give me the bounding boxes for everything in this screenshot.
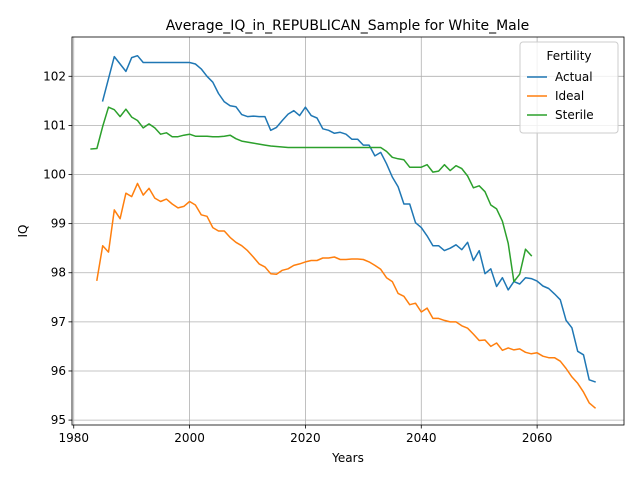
y-tick-label: 102 <box>43 69 66 83</box>
legend: Fertility Actual Ideal Sterile <box>519 41 619 134</box>
y-tick-label: 95 <box>51 413 66 427</box>
y-tick-label: 96 <box>51 364 66 378</box>
x-tick-label: 2020 <box>290 431 321 445</box>
axis-ticks: 1980 2000 2020 2040 2060 95 96 97 98 99 100 101 102 <box>43 69 552 445</box>
plot-area-frame <box>71 36 625 426</box>
x-tick-label: 2040 <box>406 431 437 445</box>
x-tick-label: 1980 <box>58 431 89 445</box>
series-line-sterile <box>90 106 533 283</box>
series-line-actual <box>101 54 596 383</box>
x-tick-label: 2000 <box>174 431 205 445</box>
y-tick-label: 98 <box>51 266 66 280</box>
legend-label-sterile: Sterile <box>555 108 594 122</box>
chart-title: Average_IQ_in_REPUBLICAN_Sample for Whit… <box>166 18 530 34</box>
series-line-ideal <box>96 182 597 409</box>
series-lines <box>90 54 597 409</box>
y-tick-label: 99 <box>51 217 66 231</box>
y-axis-label: IQ <box>16 225 30 238</box>
legend-label-actual: Actual <box>555 70 593 84</box>
y-tick-label: 100 <box>43 168 66 182</box>
y-tick-label: 97 <box>51 315 66 329</box>
legend-label-ideal: Ideal <box>555 89 584 103</box>
legend-box <box>519 41 619 134</box>
y-tick-label: 101 <box>43 118 66 132</box>
x-tick-label: 2060 <box>522 431 553 445</box>
legend-title: Fertility <box>546 49 591 63</box>
legend-entries: Actual Ideal Sterile <box>527 70 594 122</box>
x-axis-label: Years <box>331 451 364 465</box>
